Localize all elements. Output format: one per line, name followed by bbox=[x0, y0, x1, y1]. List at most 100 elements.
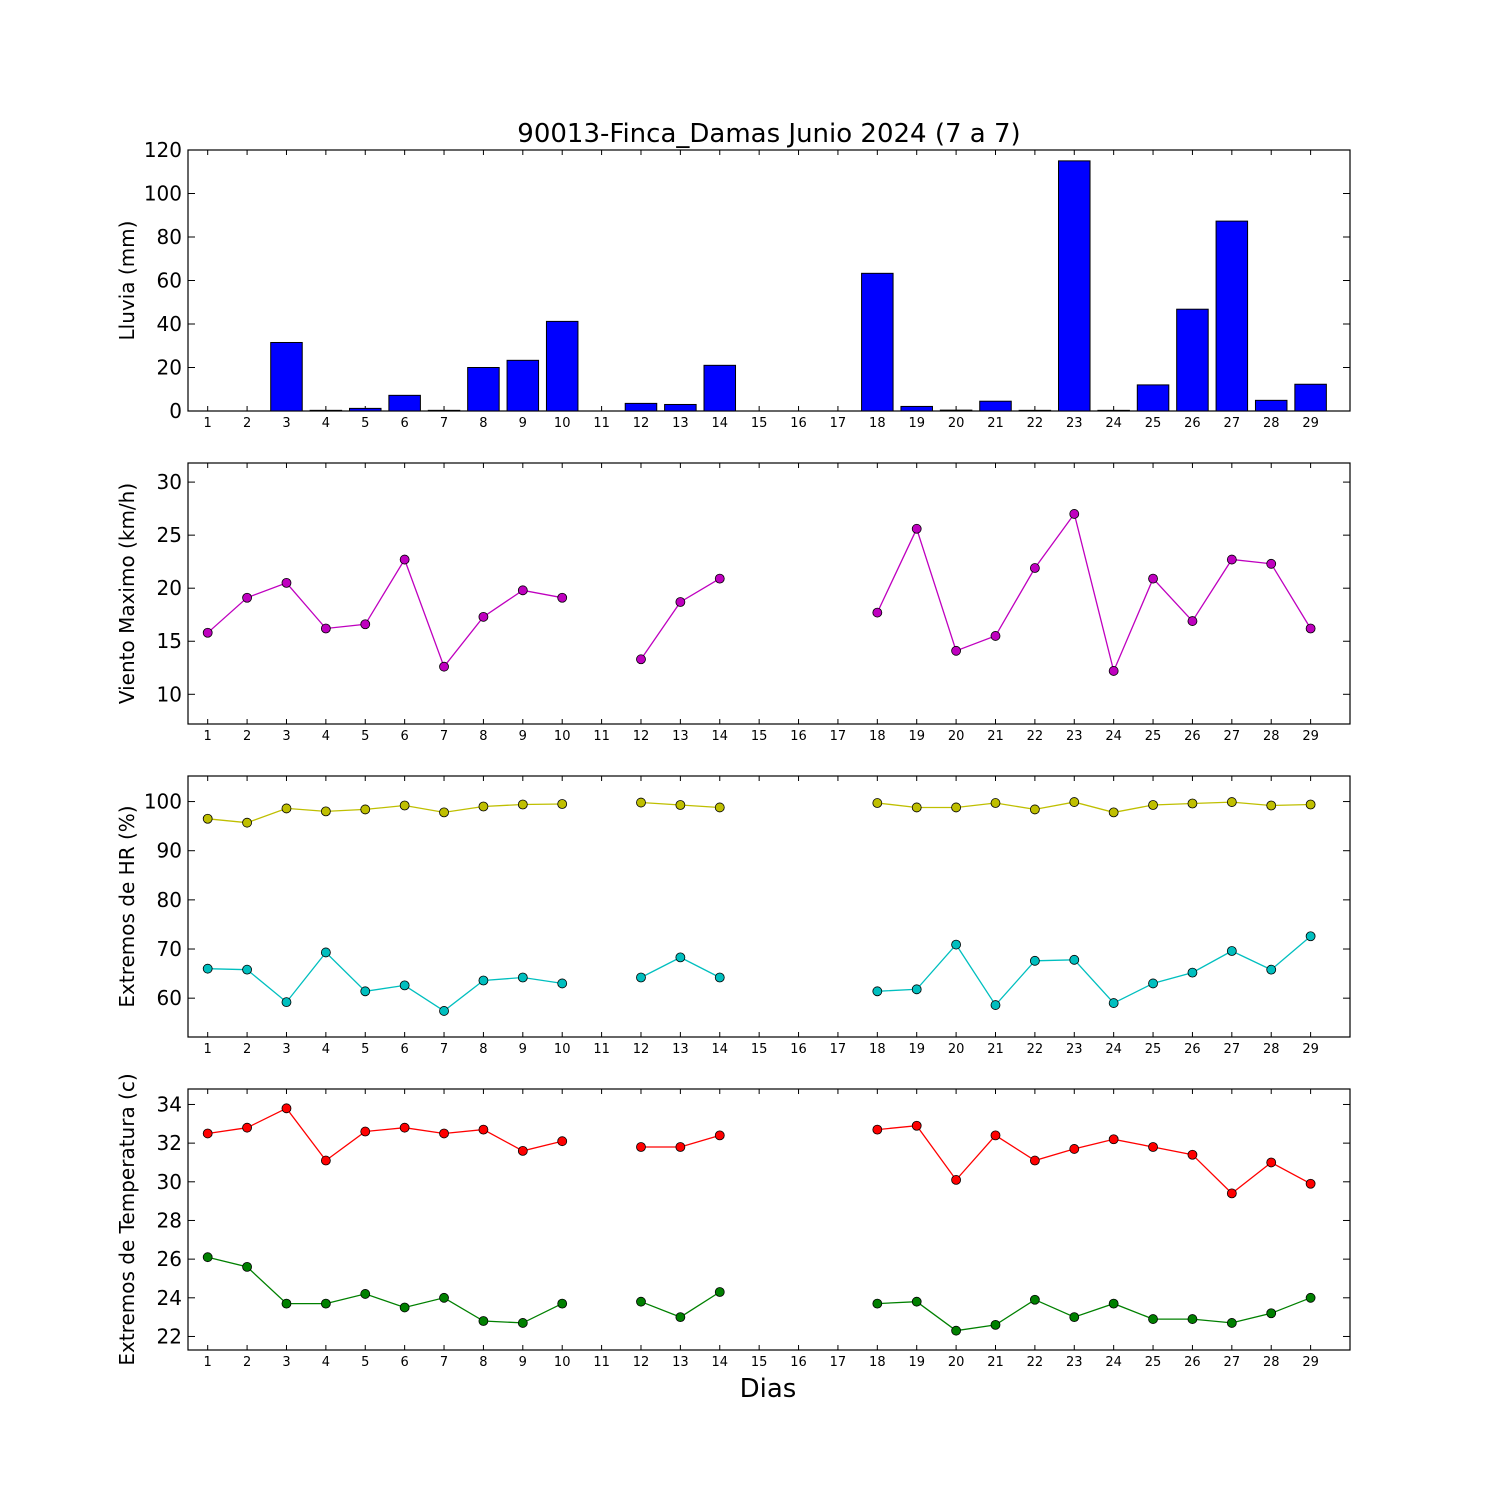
rain-bar bbox=[1254, 399, 1288, 412]
x-tick-label: 10 bbox=[554, 1355, 571, 1370]
x-tick-label: 2 bbox=[243, 729, 251, 744]
rain-bar bbox=[1136, 384, 1170, 412]
data-point bbox=[1069, 954, 1080, 965]
data-point bbox=[1187, 798, 1198, 809]
data-point bbox=[1187, 1149, 1198, 1160]
data-point bbox=[990, 1000, 1001, 1010]
rain-bar bbox=[1097, 409, 1130, 412]
x-tick-label: 25 bbox=[1145, 1355, 1162, 1370]
rain-bar bbox=[348, 407, 382, 412]
x-tick-label: 24 bbox=[1105, 1355, 1122, 1370]
x-axis-label: Dias bbox=[740, 1374, 797, 1404]
x-tick-label: 4 bbox=[322, 1042, 330, 1057]
x-tick-label: 18 bbox=[869, 1355, 886, 1370]
data-point bbox=[517, 1318, 528, 1328]
rain-bar bbox=[309, 409, 343, 412]
x-tick-label: 8 bbox=[479, 1355, 487, 1370]
rain-bar bbox=[1176, 308, 1209, 412]
x-tick-label: 12 bbox=[633, 729, 650, 744]
data-point bbox=[911, 1120, 922, 1131]
data-point bbox=[1305, 623, 1316, 634]
x-tick-label: 26 bbox=[1184, 729, 1201, 744]
x-tick-label: 14 bbox=[711, 416, 728, 431]
x-tick-label: 21 bbox=[987, 1042, 1004, 1057]
data-point bbox=[320, 947, 331, 958]
data-point bbox=[557, 592, 568, 603]
data-point bbox=[202, 963, 213, 974]
x-tick-label: 25 bbox=[1145, 1042, 1162, 1057]
plot-frame bbox=[187, 775, 1351, 1038]
x-tick-label: 26 bbox=[1184, 416, 1201, 431]
data-point bbox=[872, 1124, 883, 1135]
x-tick-label: 16 bbox=[790, 729, 807, 744]
x-tick-label: 1 bbox=[204, 1355, 212, 1370]
data-point bbox=[675, 952, 686, 963]
data-point bbox=[951, 1325, 962, 1336]
data-point bbox=[320, 806, 331, 817]
data-point bbox=[1226, 946, 1237, 956]
x-tick-label: 19 bbox=[908, 1042, 925, 1057]
rain-bar bbox=[1058, 160, 1091, 412]
x-tick-label: 28 bbox=[1263, 1355, 1280, 1370]
y-tick-label: 100 bbox=[144, 182, 182, 206]
data-point bbox=[1069, 1144, 1080, 1154]
x-tick-label: 16 bbox=[790, 1042, 807, 1057]
x-tick-label: 27 bbox=[1224, 416, 1241, 431]
data-point bbox=[439, 807, 449, 818]
x-tick-label: 15 bbox=[751, 1355, 768, 1370]
data-point bbox=[951, 645, 962, 656]
series-line bbox=[207, 951, 563, 1012]
x-tick-label: 3 bbox=[282, 1042, 290, 1057]
x-tick-label: 8 bbox=[479, 1042, 487, 1057]
data-point bbox=[360, 1289, 371, 1299]
x-tick-label: 27 bbox=[1224, 1042, 1241, 1057]
data-point bbox=[675, 800, 686, 810]
data-point bbox=[242, 1261, 252, 1272]
data-point bbox=[714, 1287, 725, 1297]
x-tick-label: 29 bbox=[1302, 729, 1319, 744]
x-tick-label: 1 bbox=[204, 416, 212, 431]
rain-bar bbox=[467, 367, 500, 412]
data-point bbox=[478, 1316, 489, 1326]
x-tick-label: 29 bbox=[1302, 1355, 1319, 1370]
data-point bbox=[1187, 967, 1198, 978]
y-tick-label: 28 bbox=[157, 1208, 182, 1232]
x-tick-label: 5 bbox=[361, 416, 369, 431]
data-point bbox=[714, 1130, 725, 1141]
y-tick-label: 40 bbox=[157, 312, 182, 336]
series-line bbox=[207, 803, 563, 824]
x-tick-label: 9 bbox=[519, 729, 527, 744]
x-tick-label: 17 bbox=[830, 416, 847, 431]
x-tick-label: 22 bbox=[1027, 1355, 1044, 1370]
x-tick-label: 6 bbox=[401, 729, 409, 744]
data-point bbox=[517, 1145, 528, 1156]
series-line bbox=[877, 1125, 1311, 1195]
x-tick-label: 2 bbox=[243, 1042, 251, 1057]
data-point bbox=[1148, 978, 1158, 989]
y-axis-label: Extremos de HR (%) bbox=[115, 805, 139, 1007]
x-tick-label: 26 bbox=[1184, 1355, 1201, 1370]
x-tick-label: 11 bbox=[593, 1042, 610, 1057]
y-tick-label: 15 bbox=[157, 629, 182, 653]
rain-bar bbox=[939, 409, 973, 412]
y-tick-label: 20 bbox=[157, 356, 182, 380]
rain-bar bbox=[624, 402, 658, 412]
data-point bbox=[951, 939, 962, 950]
x-tick-label: 18 bbox=[869, 416, 886, 431]
x-tick-label: 11 bbox=[593, 416, 610, 431]
x-tick-label: 20 bbox=[948, 1355, 965, 1370]
data-point bbox=[1108, 1134, 1119, 1145]
y-axis-label: Viento Maximo (km/h) bbox=[115, 483, 139, 704]
x-tick-label: 16 bbox=[790, 416, 807, 431]
x-tick-label: 25 bbox=[1145, 729, 1162, 744]
data-point bbox=[714, 802, 725, 813]
plot-frame bbox=[187, 462, 1351, 725]
series-line bbox=[207, 1107, 563, 1162]
x-tick-label: 1 bbox=[204, 1042, 212, 1057]
rain-bar bbox=[506, 359, 540, 412]
rain-bar bbox=[545, 320, 579, 412]
x-tick-label: 21 bbox=[987, 416, 1004, 431]
data-point bbox=[990, 1130, 1001, 1141]
